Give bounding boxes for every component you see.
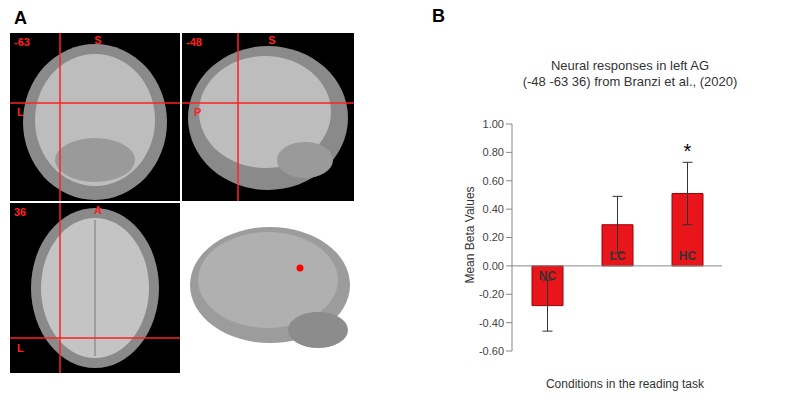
html-text:Conditions in the reading task: Conditions in the reading task xyxy=(545,377,704,391)
html-text:Neural responses in left AG: Neural responses in left AG xyxy=(550,58,710,73)
svg-text:A: A xyxy=(14,8,27,28)
svg-text:0.40: 0.40 xyxy=(483,203,504,215)
svg-text:-63: -63 xyxy=(14,36,30,48)
svg-text:-0.60: -0.60 xyxy=(479,345,504,357)
svg-text:L: L xyxy=(17,106,24,118)
svg-text:0.20: 0.20 xyxy=(483,231,504,243)
svg-text:A: A xyxy=(94,204,102,216)
html-text:(-48 -63 36) from Branzi et al: (-48 -63 36) from Branzi et al., (2020) xyxy=(522,74,738,89)
svg-text:LC: LC xyxy=(610,249,626,263)
svg-text:36: 36 xyxy=(14,206,26,218)
svg-text:P: P xyxy=(194,106,201,118)
svg-text:L: L xyxy=(17,342,24,354)
svg-text:NC: NC xyxy=(539,269,557,283)
svg-text:0.80: 0.80 xyxy=(483,146,504,158)
svg-text:S: S xyxy=(268,34,275,46)
svg-text:1.00: 1.00 xyxy=(483,118,504,130)
html-text:Mean Beta Values: Mean Beta Values xyxy=(463,186,477,284)
svg-text:-0.40: -0.40 xyxy=(479,317,504,329)
svg-text:-48: -48 xyxy=(186,36,202,48)
html-text:B: B xyxy=(432,6,445,26)
svg-text:*: * xyxy=(684,140,692,162)
svg-text:HC: HC xyxy=(679,249,697,263)
svg-text:0.00: 0.00 xyxy=(483,260,504,272)
svg-text:-0.20: -0.20 xyxy=(479,288,504,300)
svg-text:0.60: 0.60 xyxy=(483,175,504,187)
svg-text:S: S xyxy=(94,34,101,46)
